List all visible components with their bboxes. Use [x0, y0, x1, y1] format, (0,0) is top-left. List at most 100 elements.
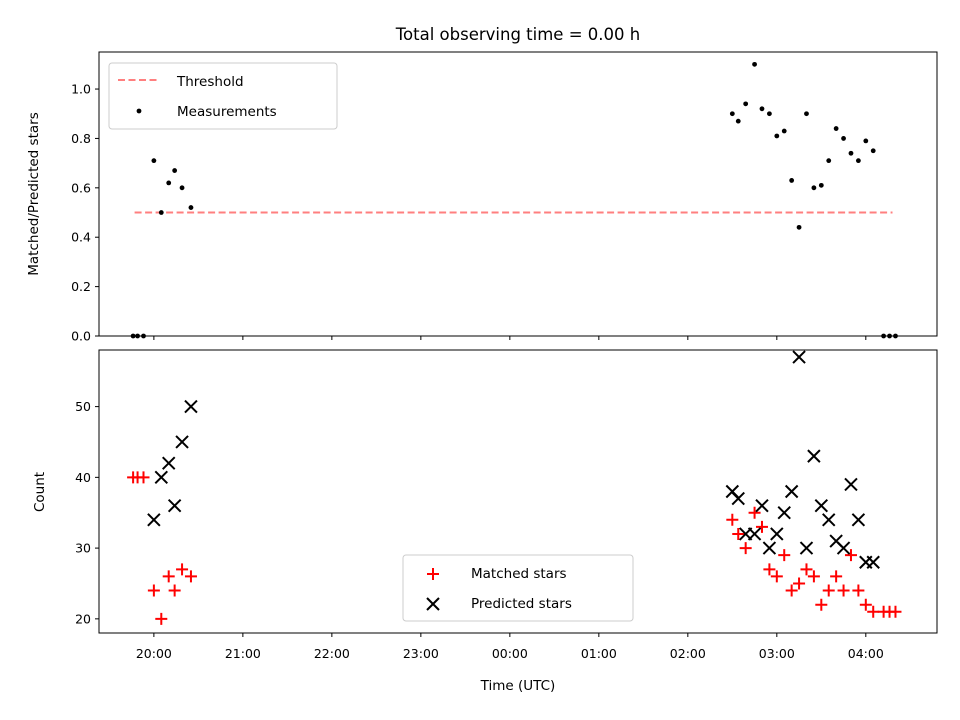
x-tick-label: 04:00 — [848, 646, 884, 661]
bottom-x-axis-ticks: 20:00 21:00 22:00 23:00 00:00 01:00 02:00 03:00… — [136, 633, 884, 661]
measurement-point — [767, 111, 772, 117]
bottom-y-tick-label: 30 — [75, 541, 91, 556]
measurement-point — [887, 333, 892, 339]
matched-star-point — [793, 577, 806, 590]
measurement-point — [151, 158, 157, 164]
bottom-y-tick-label: 40 — [75, 470, 91, 485]
matched-star-point — [867, 605, 880, 618]
top-series — [130, 61, 898, 339]
measurement-point — [166, 180, 172, 186]
x-tick-label: 01:00 — [581, 646, 617, 661]
bottom-plot-frame — [98, 349, 938, 634]
matched-star-point — [830, 570, 843, 583]
top-plot-frame — [98, 51, 938, 337]
legend-threshold-label: Threshold — [176, 74, 244, 90]
predicted-star-point — [184, 399, 198, 414]
top-y-tick-label: 0.8 — [71, 131, 91, 146]
legend-measurements-swatch — [136, 108, 142, 114]
top-panel: 0.0 0.2 0.4 0.6 0.8 1.0 Matched/Predicted sta… — [26, 51, 938, 344]
matched-star-point — [732, 527, 745, 540]
predicted-star-point — [762, 541, 777, 555]
measurement-point — [789, 178, 795, 183]
measurement-point — [158, 210, 164, 215]
predicted-star-point — [167, 498, 182, 513]
matched-star-point — [739, 542, 752, 555]
bottom-y-tick-label: 20 — [75, 611, 91, 626]
bottom-y-axis-ticks: 20 30 40 50 — [75, 399, 99, 626]
x-tick-label: 22:00 — [314, 646, 350, 661]
matched-star-point — [155, 612, 168, 625]
x-tick-label: 20:00 — [136, 646, 172, 661]
top-y-tick-label: 0.4 — [71, 230, 91, 245]
matched-star-point — [755, 520, 768, 533]
measurement-point — [172, 168, 178, 173]
measurement-point — [781, 128, 787, 134]
measurement-point — [870, 148, 876, 154]
predicted-star-point — [154, 470, 169, 485]
matched-star-point — [815, 598, 828, 611]
matched-star-point — [800, 563, 813, 576]
bottom-y-tick-label: 50 — [75, 399, 91, 414]
matched-star-point — [147, 584, 160, 597]
bottom-legend: Matched stars Predicted stars — [402, 554, 634, 622]
matched-star-point — [889, 605, 902, 618]
measurement-point — [759, 106, 765, 112]
matched-star-point — [184, 570, 197, 583]
measurement-point — [811, 185, 817, 191]
matched-star-point — [748, 506, 761, 519]
matched-star-point — [162, 570, 175, 583]
bottom-series — [127, 350, 902, 625]
legend-matched-swatch — [427, 568, 439, 580]
bottom-panel: 20 30 40 50 20:00 21:00 22:00 23:00 00:00 01:00 0… — [32, 349, 938, 694]
measurement-point — [841, 136, 846, 141]
top-x-axis-ticks — [153, 336, 867, 340]
bottom-y-axis-label: Count — [32, 472, 48, 512]
measurement-point — [729, 111, 735, 117]
top-y-tick-label: 0.2 — [71, 279, 91, 294]
measurement-point — [774, 133, 780, 139]
predicted-star-point — [784, 484, 799, 499]
matched-star-point — [137, 471, 150, 484]
matched-star-point — [778, 549, 791, 562]
predicted-star-point — [147, 513, 161, 527]
predicted-star-point — [777, 506, 791, 520]
matched-star-point — [852, 584, 865, 597]
measurement-point — [881, 333, 887, 339]
measurement-point — [743, 101, 749, 107]
measurement-point — [863, 138, 869, 144]
matched-star-point — [785, 584, 798, 597]
matched-star-point — [176, 563, 189, 576]
bottom-legend-box — [402, 554, 634, 622]
measurement-point — [818, 182, 824, 188]
measurement-point — [135, 333, 140, 339]
measurement-point — [855, 158, 861, 164]
matched-star-point — [726, 513, 739, 526]
predicted-star-point — [807, 449, 821, 463]
measurement-point — [130, 333, 136, 339]
x-tick-label: 03:00 — [759, 646, 795, 661]
predicted-star-point — [747, 527, 762, 541]
x-tick-label: 23:00 — [403, 646, 439, 661]
measurement-point — [188, 205, 194, 210]
matched-star-point — [763, 563, 776, 576]
top-legend-box — [108, 62, 338, 130]
measurement-point — [826, 158, 832, 164]
matched-star-point — [807, 570, 820, 583]
predicted-star-point — [731, 491, 745, 506]
x-axis-label: Time (UTC) — [480, 678, 556, 694]
x-tick-label: 21:00 — [225, 646, 261, 661]
x-tick-label: 00:00 — [492, 646, 528, 661]
predicted-star-point — [162, 456, 176, 470]
measurement-point — [179, 185, 185, 191]
matched-star-point — [168, 584, 181, 597]
matched-star-point — [822, 584, 835, 597]
matched-star-point — [859, 598, 872, 611]
top-y-axis-ticks: 0.0 0.2 0.4 0.6 0.8 1.0 — [71, 82, 99, 344]
predicted-star-point — [770, 527, 784, 541]
top-y-tick-label: 1.0 — [71, 82, 91, 97]
top-y-axis-label: Matched/Predicted stars — [26, 112, 42, 275]
top-y-tick-label: 0.6 — [71, 180, 91, 195]
top-y-tick-label: 0.0 — [71, 329, 91, 344]
measurement-point — [141, 333, 146, 339]
